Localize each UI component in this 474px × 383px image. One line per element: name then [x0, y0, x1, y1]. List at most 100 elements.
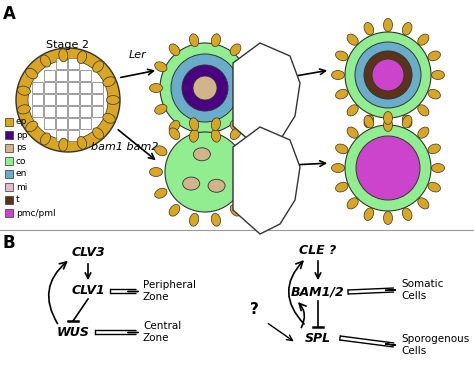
FancyBboxPatch shape: [5, 170, 13, 178]
Ellipse shape: [402, 115, 412, 128]
Ellipse shape: [431, 70, 445, 80]
Polygon shape: [233, 127, 300, 234]
Ellipse shape: [402, 116, 412, 128]
Ellipse shape: [77, 136, 87, 149]
Ellipse shape: [155, 62, 167, 72]
Ellipse shape: [103, 113, 115, 123]
Ellipse shape: [230, 121, 241, 132]
Text: mi: mi: [16, 183, 27, 192]
FancyBboxPatch shape: [92, 106, 103, 118]
FancyBboxPatch shape: [81, 82, 91, 93]
Ellipse shape: [182, 177, 200, 190]
Circle shape: [364, 51, 412, 99]
Circle shape: [193, 76, 217, 100]
Ellipse shape: [336, 144, 348, 154]
FancyBboxPatch shape: [69, 70, 80, 82]
Ellipse shape: [18, 105, 30, 114]
Text: pp: pp: [16, 131, 27, 139]
Ellipse shape: [103, 77, 115, 87]
Ellipse shape: [211, 118, 220, 131]
Ellipse shape: [331, 164, 345, 172]
FancyBboxPatch shape: [69, 131, 80, 141]
Ellipse shape: [383, 18, 392, 31]
FancyBboxPatch shape: [45, 118, 55, 129]
Ellipse shape: [347, 34, 358, 45]
Ellipse shape: [149, 167, 163, 177]
FancyBboxPatch shape: [56, 70, 67, 82]
FancyArrowPatch shape: [49, 262, 66, 324]
FancyBboxPatch shape: [45, 106, 55, 118]
Ellipse shape: [347, 105, 358, 116]
Text: CLE ?: CLE ?: [300, 244, 337, 257]
Ellipse shape: [364, 116, 374, 128]
Ellipse shape: [428, 182, 440, 192]
Ellipse shape: [230, 44, 241, 56]
Ellipse shape: [247, 167, 261, 177]
FancyBboxPatch shape: [5, 157, 13, 165]
Ellipse shape: [107, 95, 119, 105]
Circle shape: [171, 54, 239, 122]
Ellipse shape: [26, 68, 37, 79]
FancyBboxPatch shape: [33, 106, 44, 118]
Ellipse shape: [347, 198, 358, 209]
FancyBboxPatch shape: [5, 196, 13, 204]
FancyBboxPatch shape: [5, 144, 13, 152]
FancyBboxPatch shape: [45, 95, 55, 105]
FancyBboxPatch shape: [69, 59, 80, 69]
Circle shape: [356, 136, 420, 200]
Ellipse shape: [59, 49, 68, 62]
Ellipse shape: [347, 127, 358, 138]
Text: en: en: [16, 170, 27, 178]
Ellipse shape: [428, 144, 440, 154]
Ellipse shape: [364, 115, 374, 128]
Circle shape: [165, 132, 245, 212]
Ellipse shape: [243, 104, 255, 114]
Ellipse shape: [364, 23, 374, 35]
Text: ep: ep: [16, 118, 27, 126]
FancyBboxPatch shape: [56, 82, 67, 93]
Ellipse shape: [149, 83, 163, 93]
FancyBboxPatch shape: [69, 106, 80, 118]
FancyBboxPatch shape: [33, 82, 44, 93]
Ellipse shape: [208, 179, 225, 192]
Circle shape: [355, 42, 421, 108]
Circle shape: [372, 59, 404, 91]
Text: Sporogenous
Cells: Sporogenous Cells: [401, 334, 469, 356]
Text: co: co: [16, 157, 27, 165]
FancyBboxPatch shape: [69, 95, 80, 105]
FancyBboxPatch shape: [92, 82, 103, 93]
Text: ?: ?: [250, 303, 258, 318]
FancyBboxPatch shape: [5, 131, 13, 139]
Circle shape: [345, 32, 431, 118]
Ellipse shape: [211, 34, 220, 47]
Ellipse shape: [418, 105, 429, 116]
FancyBboxPatch shape: [5, 118, 13, 126]
FancyBboxPatch shape: [5, 209, 13, 217]
FancyBboxPatch shape: [56, 131, 67, 141]
Ellipse shape: [18, 86, 30, 95]
Ellipse shape: [92, 128, 104, 139]
Ellipse shape: [169, 121, 180, 132]
Ellipse shape: [383, 211, 392, 224]
Text: SPL: SPL: [305, 332, 331, 344]
Ellipse shape: [155, 188, 167, 198]
Text: CLV3: CLV3: [71, 247, 105, 260]
Ellipse shape: [247, 83, 261, 93]
Text: t: t: [16, 195, 19, 205]
Text: CLV1: CLV1: [71, 285, 105, 298]
Circle shape: [28, 60, 108, 140]
Ellipse shape: [428, 89, 440, 99]
Ellipse shape: [190, 118, 199, 131]
Ellipse shape: [418, 198, 429, 209]
Ellipse shape: [155, 146, 167, 155]
Ellipse shape: [190, 34, 199, 47]
FancyArrowPatch shape: [299, 303, 306, 327]
Text: BAM1/2: BAM1/2: [291, 285, 345, 298]
Ellipse shape: [431, 164, 445, 172]
Text: pmc/pml: pmc/pml: [16, 208, 55, 218]
Ellipse shape: [26, 121, 37, 132]
Ellipse shape: [155, 104, 167, 114]
Ellipse shape: [243, 146, 255, 155]
Text: Somatic
Cells: Somatic Cells: [401, 279, 443, 301]
Ellipse shape: [383, 118, 392, 131]
